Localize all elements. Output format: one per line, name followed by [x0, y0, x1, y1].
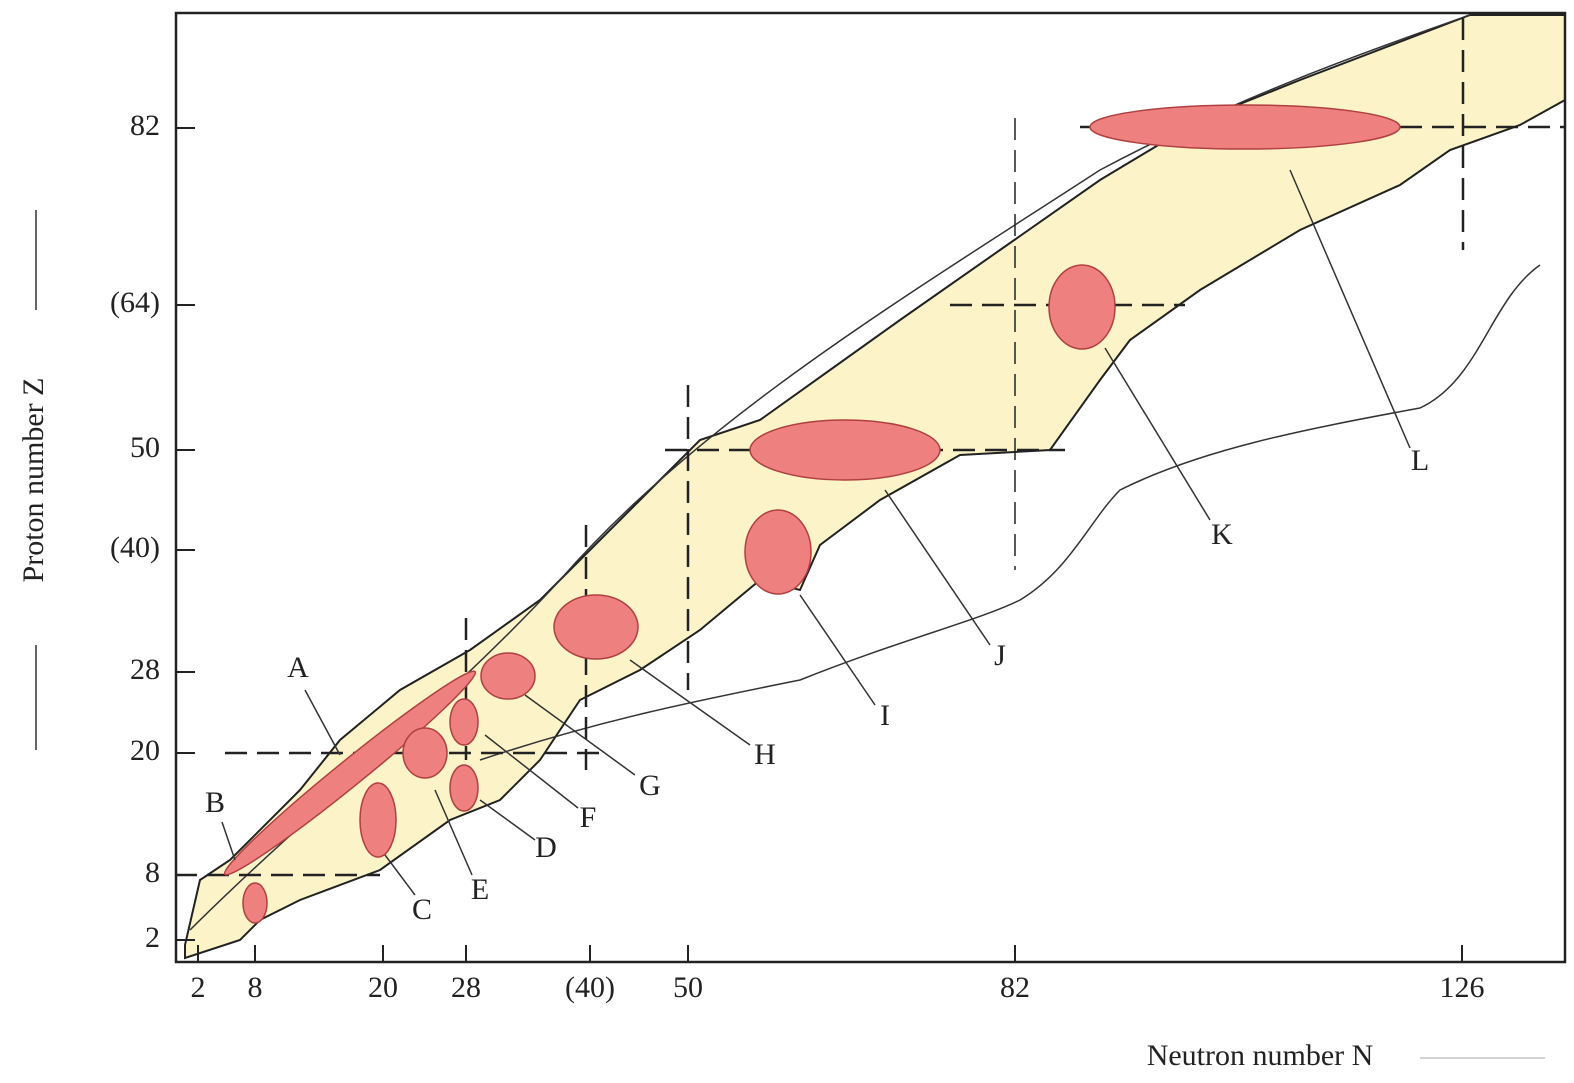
region-label: J — [994, 639, 1006, 672]
region-label: G — [639, 769, 661, 802]
y-tick-label: 2 — [145, 921, 160, 954]
x-tick-label: 28 — [451, 971, 481, 1004]
region-label: E — [471, 873, 489, 906]
y-axis-label: Proton number Z — [17, 378, 50, 583]
y-tick-label: 8 — [145, 856, 160, 889]
x-axis-label: Neutron number N — [1147, 1039, 1374, 1072]
x-tick-label: (40) — [565, 971, 615, 1004]
x-tick-label: 82 — [1000, 971, 1030, 1004]
region-label: L — [1411, 444, 1429, 477]
region-label: H — [754, 738, 776, 771]
region-label: F — [580, 801, 597, 834]
x-tick-label: 2 — [191, 971, 206, 1004]
region-label: B — [205, 786, 225, 819]
region-label: C — [412, 893, 432, 926]
y-tick-label: 82 — [130, 109, 160, 142]
region-label: K — [1211, 518, 1233, 551]
y-tick-label: 50 — [130, 431, 160, 464]
y-tick-label: (64) — [110, 286, 160, 319]
y-tick-label: 20 — [130, 734, 160, 767]
y-tick-label: (40) — [110, 531, 160, 564]
region-label: A — [287, 651, 309, 684]
x-tick-label: 50 — [673, 971, 703, 1004]
x-tick-label: 8 — [248, 971, 263, 1004]
drip-line — [479, 264, 1541, 761]
leader-lines — [221, 169, 1411, 896]
x-tick-label: 20 — [368, 971, 398, 1004]
deformation-regions — [223, 104, 1401, 924]
region-label: I — [880, 699, 890, 732]
plot-frame — [174, 11, 1567, 964]
labels: Neutron number N Proton number Z — [17, 378, 1373, 1072]
x-tick-label: 126 — [1440, 971, 1485, 1004]
region-label: D — [535, 831, 557, 864]
y-tick-label: 28 — [130, 653, 160, 686]
